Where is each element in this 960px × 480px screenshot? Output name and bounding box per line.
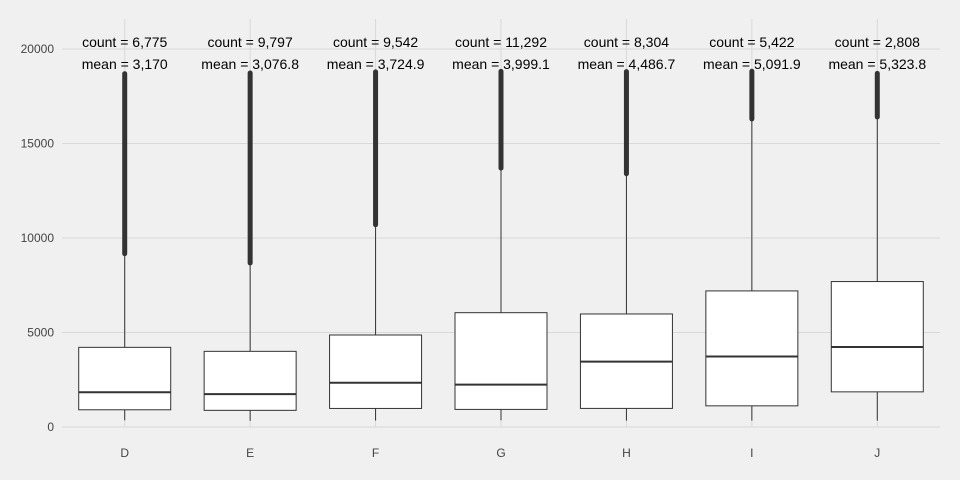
- y-tick-label: 0: [47, 420, 54, 434]
- mean-label: mean = 5,091.9: [703, 56, 801, 72]
- box: [329, 334, 423, 409]
- mean-label: mean = 4,486.7: [578, 56, 676, 72]
- count-label: count = 5,422: [709, 34, 794, 50]
- box: [830, 281, 924, 393]
- y-tick-label: 15000: [21, 137, 55, 151]
- x-tick-label: F: [372, 446, 379, 460]
- x-tick-label: I: [750, 446, 753, 460]
- y-tick-label: 5000: [27, 326, 54, 340]
- mean-label: mean = 3,724.9: [327, 56, 425, 72]
- x-tick-label: J: [874, 446, 880, 460]
- box: [78, 346, 172, 411]
- box: [203, 350, 297, 411]
- mean-label: mean = 3,076.8: [201, 56, 299, 72]
- x-tick-label: D: [120, 446, 129, 460]
- x-tick-label: H: [622, 446, 631, 460]
- count-label: count = 2,808: [835, 34, 920, 50]
- mean-label: mean = 3,170: [82, 56, 168, 72]
- box-layer: [78, 68, 924, 421]
- box: [705, 290, 799, 407]
- y-tick-label: 20000: [21, 42, 55, 56]
- box: [454, 312, 548, 410]
- x-tick-label: G: [496, 446, 505, 460]
- count-label: count = 9,542: [333, 34, 418, 50]
- y-tick-label: 10000: [21, 231, 55, 245]
- count-label: count = 8,304: [584, 34, 669, 50]
- count-label: count = 11,292: [455, 34, 547, 50]
- count-label: count = 9,797: [208, 34, 293, 50]
- x-tick-label: E: [246, 446, 254, 460]
- mean-label: mean = 3,999.1: [452, 56, 550, 72]
- mean-label: mean = 5,323.8: [828, 56, 926, 72]
- count-label: count = 6,775: [82, 34, 167, 50]
